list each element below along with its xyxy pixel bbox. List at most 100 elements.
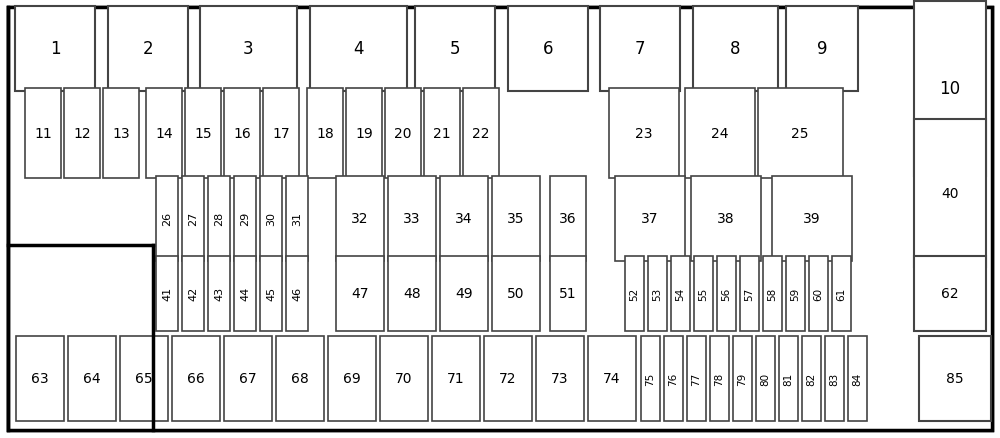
Text: 31: 31 [292, 212, 302, 226]
Bar [156, 176, 178, 261]
Text: 44: 44 [240, 286, 250, 300]
Bar [336, 176, 384, 261]
Text: 66: 66 [187, 371, 205, 385]
Text: 56: 56 [721, 287, 731, 300]
Bar [224, 89, 260, 179]
Text: 68: 68 [291, 371, 309, 385]
Bar [664, 336, 682, 420]
Bar [508, 7, 588, 91]
Text: 12: 12 [73, 127, 91, 141]
Bar [346, 89, 382, 179]
Bar [185, 89, 221, 179]
Text: 48: 48 [403, 286, 421, 300]
Bar [758, 89, 842, 179]
Bar [234, 256, 256, 331]
Text: 23: 23 [635, 127, 653, 141]
Bar [440, 176, 488, 261]
Bar [808, 256, 828, 331]
Bar [624, 256, 644, 331]
Text: 83: 83 [829, 371, 839, 385]
Bar [740, 256, 759, 331]
Text: 8: 8 [730, 40, 740, 58]
Bar [310, 7, 407, 91]
Bar [609, 89, 679, 179]
Text: 32: 32 [351, 212, 369, 226]
Text: 67: 67 [239, 371, 257, 385]
Text: 60: 60 [813, 287, 823, 300]
Text: 4: 4 [353, 40, 363, 58]
Bar [260, 256, 282, 331]
Text: 37: 37 [641, 212, 659, 226]
Text: 30: 30 [266, 212, 276, 226]
Text: 26: 26 [162, 212, 172, 226]
Text: 42: 42 [188, 286, 198, 300]
Bar [686, 336, 706, 420]
Bar [786, 256, 804, 331]
Bar [588, 336, 636, 420]
Bar [172, 336, 220, 420]
Bar [692, 7, 778, 91]
Text: 9: 9 [817, 40, 827, 58]
Bar [286, 256, 308, 331]
Bar [536, 336, 584, 420]
Bar [234, 176, 256, 261]
Text: 84: 84 [852, 371, 862, 385]
Text: 76: 76 [668, 371, 678, 385]
Text: 46: 46 [292, 286, 302, 300]
Text: 74: 74 [603, 371, 621, 385]
Bar [824, 336, 844, 420]
Text: 11: 11 [34, 127, 52, 141]
Bar [492, 176, 540, 261]
Bar [263, 89, 299, 179]
Bar [484, 336, 532, 420]
Text: 3: 3 [243, 40, 253, 58]
Bar [182, 256, 204, 331]
Text: 65: 65 [135, 371, 153, 385]
Text: 2: 2 [143, 40, 153, 58]
Bar [103, 89, 139, 179]
Text: 25: 25 [791, 127, 809, 141]
Text: 36: 36 [559, 212, 577, 226]
Text: 21: 21 [433, 127, 451, 141]
Bar [492, 256, 540, 331]
Bar [64, 89, 100, 179]
Text: 19: 19 [355, 127, 373, 141]
Bar [550, 256, 586, 331]
Text: 85: 85 [946, 371, 964, 385]
Bar [276, 336, 324, 420]
Bar [388, 176, 436, 261]
Bar [914, 1, 986, 176]
Text: 14: 14 [155, 127, 173, 141]
Bar [778, 336, 798, 420]
Bar [694, 256, 712, 331]
Text: 33: 33 [403, 212, 421, 226]
Bar [919, 336, 991, 420]
Bar [224, 336, 272, 420]
Text: 64: 64 [83, 371, 101, 385]
Bar [380, 336, 428, 420]
Bar [832, 256, 850, 331]
Text: 63: 63 [31, 371, 49, 385]
Text: 27: 27 [188, 212, 198, 226]
Text: 18: 18 [316, 127, 334, 141]
Bar [200, 7, 297, 91]
Bar [463, 89, 499, 179]
Bar [16, 336, 64, 420]
Text: 71: 71 [447, 371, 465, 385]
Text: 82: 82 [806, 371, 816, 385]
Bar [640, 336, 660, 420]
Bar [615, 176, 685, 261]
Bar [716, 256, 736, 331]
Bar [670, 256, 690, 331]
Bar [146, 89, 182, 179]
Text: 49: 49 [455, 286, 473, 300]
Bar [763, 256, 782, 331]
Text: 52: 52 [629, 287, 639, 300]
Bar [15, 7, 95, 91]
Text: 28: 28 [214, 212, 224, 226]
Text: 29: 29 [240, 212, 250, 226]
Bar [182, 176, 204, 261]
Text: 6: 6 [543, 40, 553, 58]
Bar [786, 7, 858, 91]
Text: 55: 55 [698, 287, 708, 300]
